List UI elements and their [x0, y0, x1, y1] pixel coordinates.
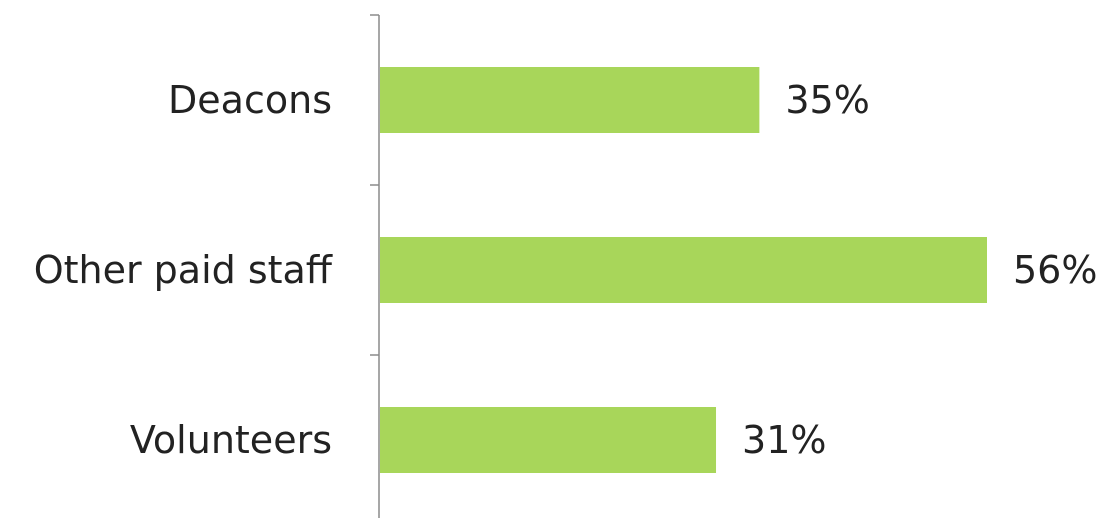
bars	[380, 67, 987, 473]
category-labels: Deacons Other paid staff Volunteers	[34, 78, 333, 462]
value-label: 35%	[785, 78, 869, 122]
value-label: 56%	[1013, 248, 1097, 292]
category-label: Volunteers	[130, 418, 332, 462]
y-axis-ticks	[370, 14, 379, 356]
category-label: Deacons	[168, 78, 332, 122]
bar-volunteers	[380, 407, 717, 473]
bar-other-paid-staff	[380, 237, 987, 303]
value-label: 31%	[742, 418, 826, 462]
category-label: Other paid staff	[34, 248, 333, 292]
value-labels: 35% 56% 31%	[742, 78, 1097, 462]
bar-deacons	[380, 67, 760, 133]
